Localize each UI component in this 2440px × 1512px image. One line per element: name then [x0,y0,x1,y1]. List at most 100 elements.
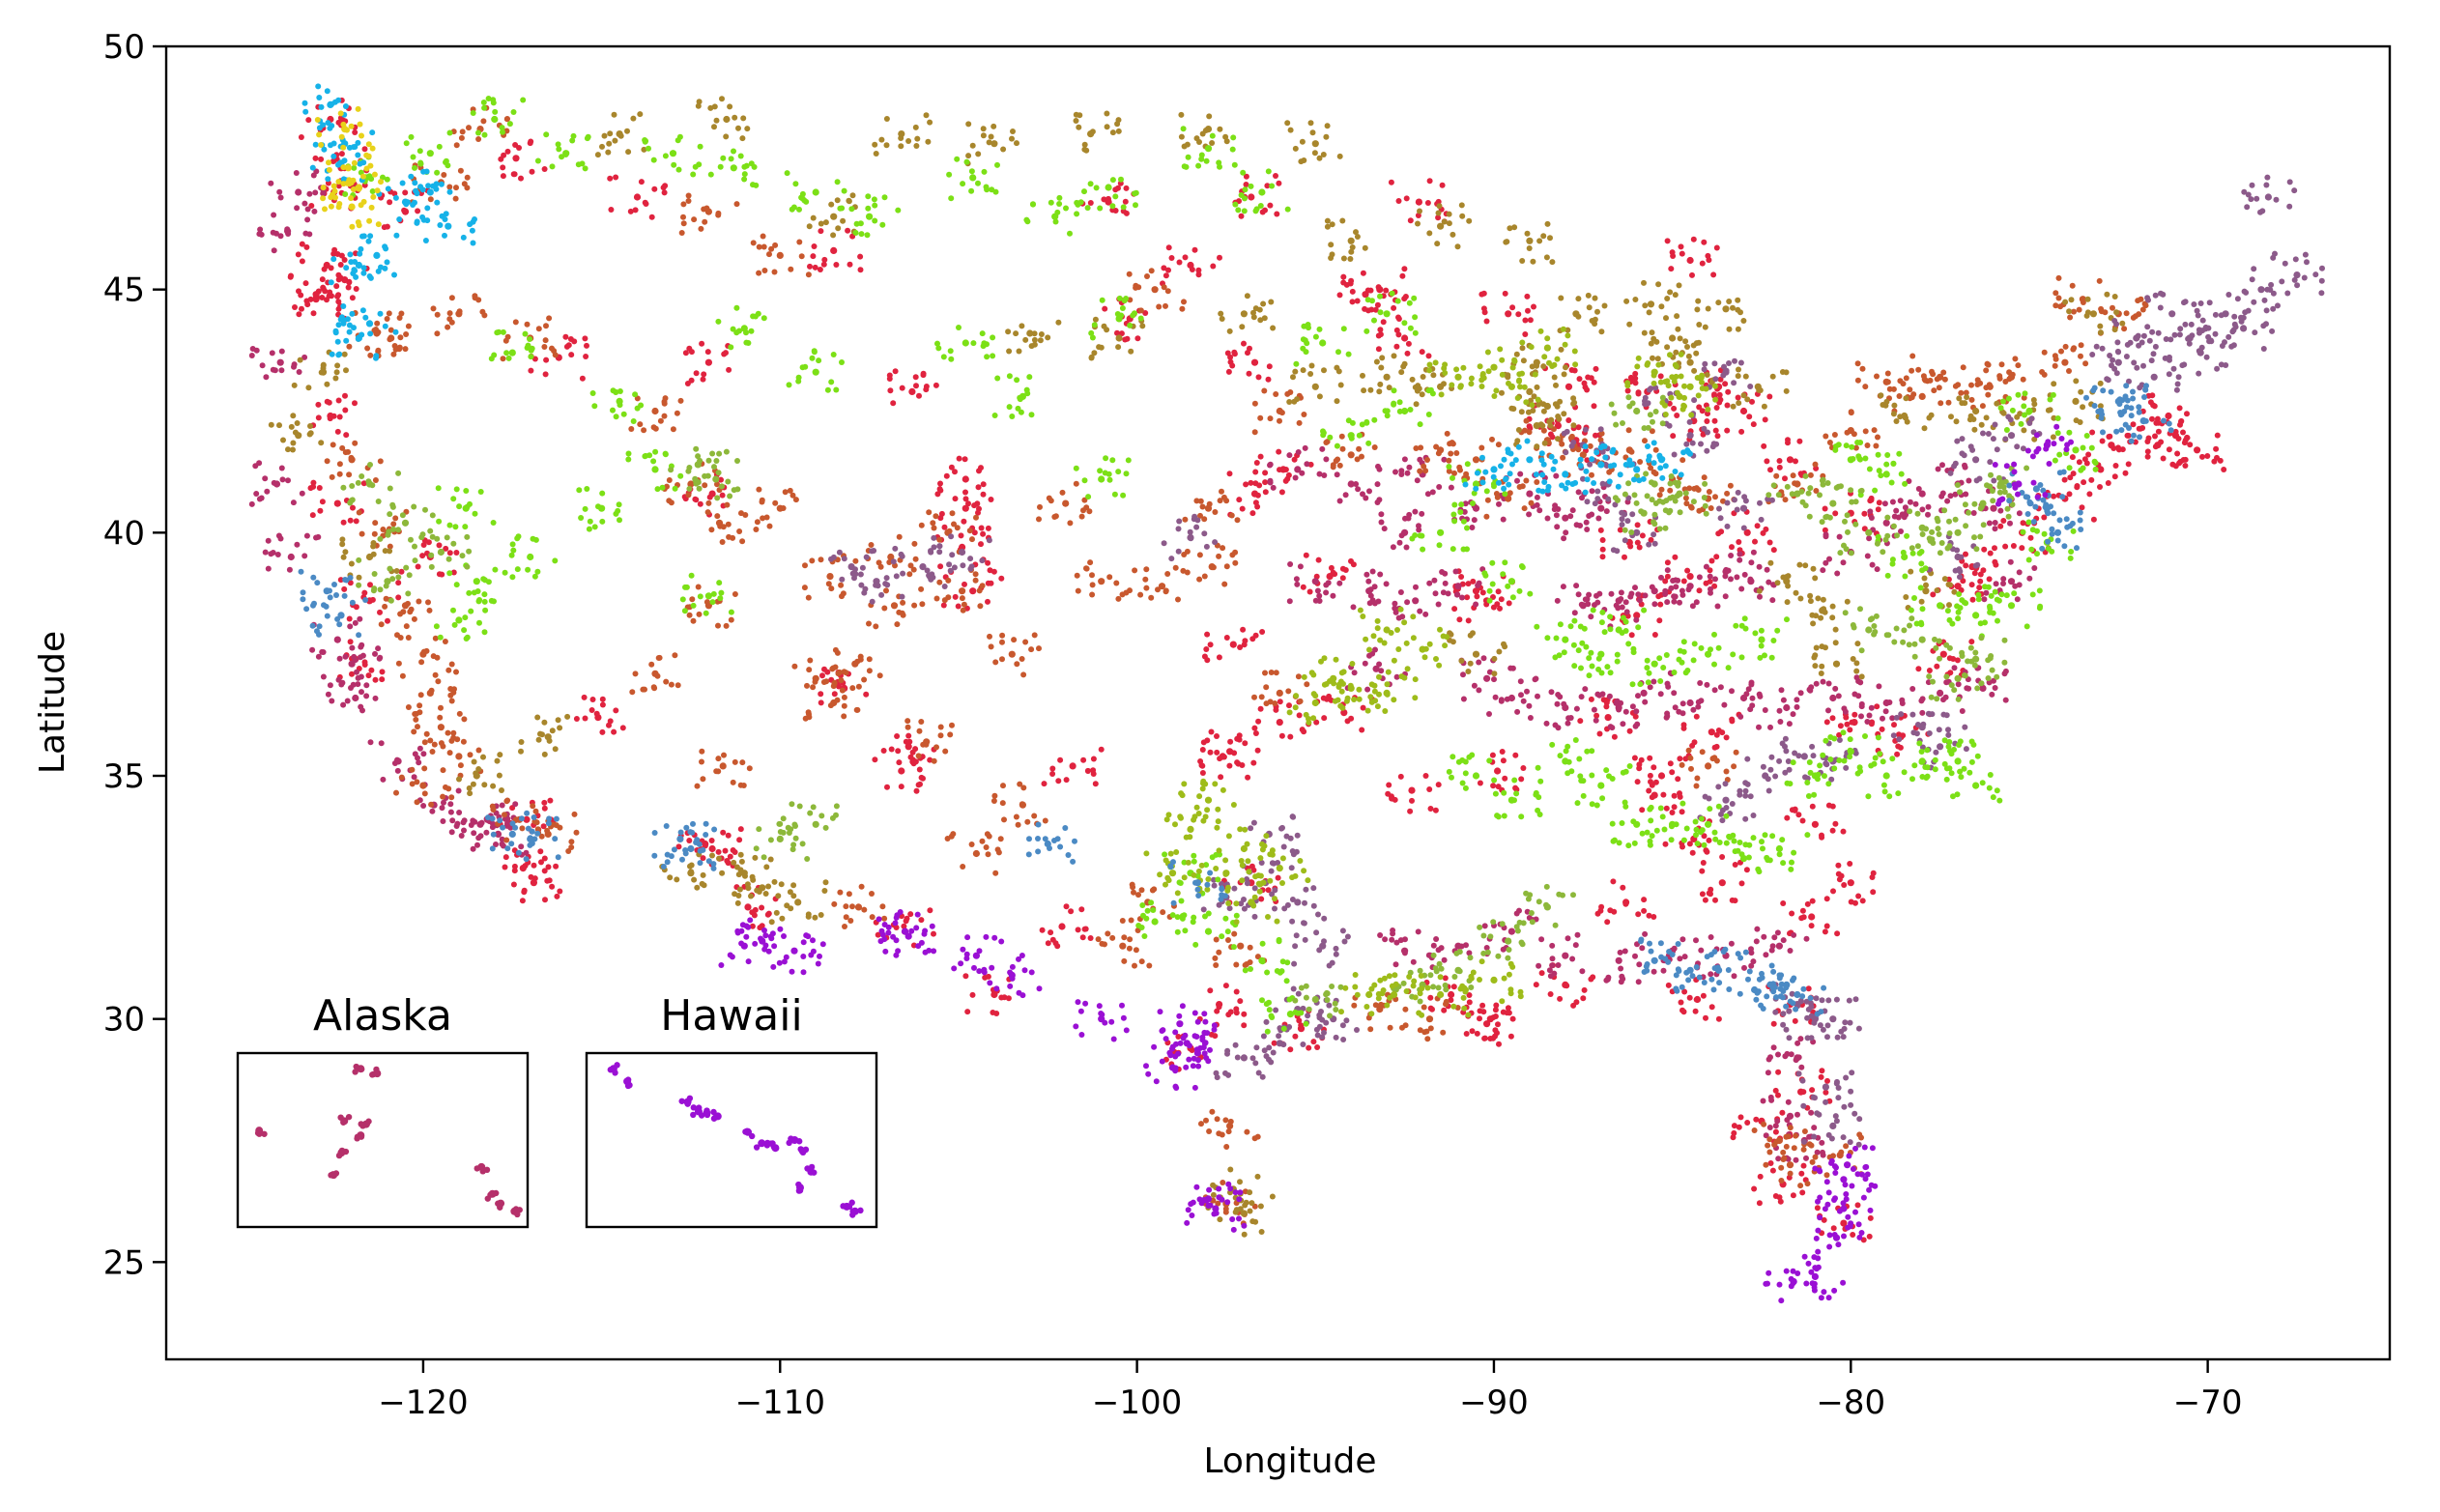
data-point-jitter [1340,1037,1347,1042]
data-point-jitter [1333,945,1339,952]
data-point-jitter [388,327,394,333]
data-point-jitter [1586,513,1593,519]
data-point-jitter [1572,942,1579,949]
data-point-jitter [1742,815,1749,822]
data-point-jitter [1926,668,1933,673]
data-point-jitter [1765,1142,1771,1149]
data-point-jitter [1795,1070,1802,1077]
data-point-jitter [818,220,824,227]
data-point-jitter [675,843,682,850]
data-point-jitter [1867,508,1874,515]
data-point-jitter [287,273,294,280]
data-point [1347,451,1355,459]
data-point-jitter [2020,445,2026,452]
data-point-jitter [310,479,317,486]
data-point-jitter [1441,218,1448,225]
data-point-jitter [1348,248,1355,255]
data-point-jitter [1894,751,1901,757]
data-point-jitter [1959,708,1966,714]
data-point-jitter [475,136,482,142]
data-point-jitter [1606,693,1613,699]
data-point-jitter [1491,655,1498,662]
data-point-jitter [749,923,756,929]
data-point-jitter [1886,385,1893,392]
data-point [990,140,998,148]
data-point-jitter [930,520,936,527]
data-point-jitter [1201,573,1208,580]
data-point-jitter [899,385,905,391]
data-point-jitter [2241,188,2248,195]
data-point-jitter [1577,718,1584,725]
data-point-jitter [787,889,793,896]
data-point-jitter [1569,507,1576,514]
data-point [1454,583,1462,590]
data-point-jitter [342,549,349,556]
data-point-jitter [1524,688,1530,695]
data-point-jitter [1835,1085,1842,1091]
data-point-jitter [1395,198,1402,204]
data-point-jitter [1209,140,1216,146]
data-point [333,499,341,507]
data-point-jitter [1915,366,1922,373]
data-point-jitter [1243,173,1249,180]
data-point-jitter [352,619,359,626]
data-point-jitter [1625,427,1632,434]
data-point-jitter [2177,326,2184,332]
data-point-jitter [805,271,812,278]
data-point-jitter [397,334,404,341]
data-point-jitter [1221,581,1228,587]
data-point-jitter [1681,988,1688,995]
data-point-jitter [1210,1182,1217,1188]
data-point-jitter [1336,580,1343,586]
data-point-jitter [944,836,951,842]
data-point-jitter [319,499,326,505]
data-point-jitter [1874,703,1880,710]
data-point-jitter [1561,411,1567,417]
data-point-jitter [344,698,351,704]
data-point-jitter [1678,999,1684,1006]
data-point-jitter [1248,479,1254,486]
data-point-jitter [978,541,984,548]
data-point-jitter [340,701,347,708]
data-point-jitter [352,440,359,446]
data-point-jitter [1642,592,1649,599]
data-point-jitter [892,368,899,375]
data-point-jitter [2088,476,2095,483]
data-point-jitter [348,560,355,567]
data-point-jitter [1560,454,1566,461]
data-point-jitter [1761,442,1767,449]
data-point-jitter [1362,305,1368,312]
data-point-jitter [1435,601,1442,608]
data-point-jitter [887,387,894,394]
data-point-jitter [315,653,322,660]
data-point-jitter [367,352,374,358]
data-point-jitter [1944,498,1951,504]
data-point-jitter [396,315,403,321]
data-point-jitter [549,883,556,890]
data-point [1151,286,1159,294]
data-point-jitter [818,556,824,563]
data-point-jitter [685,192,692,199]
data-point-jitter [412,751,418,757]
series-4 [828,174,2325,1148]
data-point-jitter [1193,135,1200,142]
data-point-jitter [347,623,354,630]
data-point-jitter [1146,962,1153,969]
data-point-jitter [1376,497,1383,503]
data-point-jitter [1427,994,1434,1001]
data-point-jitter [1941,576,1948,583]
data-point-jitter [1211,882,1218,889]
data-point-jitter [1838,1028,1845,1035]
data-point-jitter [1142,310,1149,316]
data-point-jitter [1741,964,1747,971]
data-point-jitter [2260,346,2267,352]
data-point-jitter [896,609,903,615]
data-point-jitter [1304,461,1310,468]
data-point-jitter [1330,592,1336,599]
data-point-jitter [429,749,436,755]
data-point-jitter [1367,287,1374,294]
data-point-jitter [1731,1123,1737,1129]
data-point-jitter [328,265,334,271]
data-point-jitter [992,870,999,876]
data-point-jitter [830,683,837,690]
